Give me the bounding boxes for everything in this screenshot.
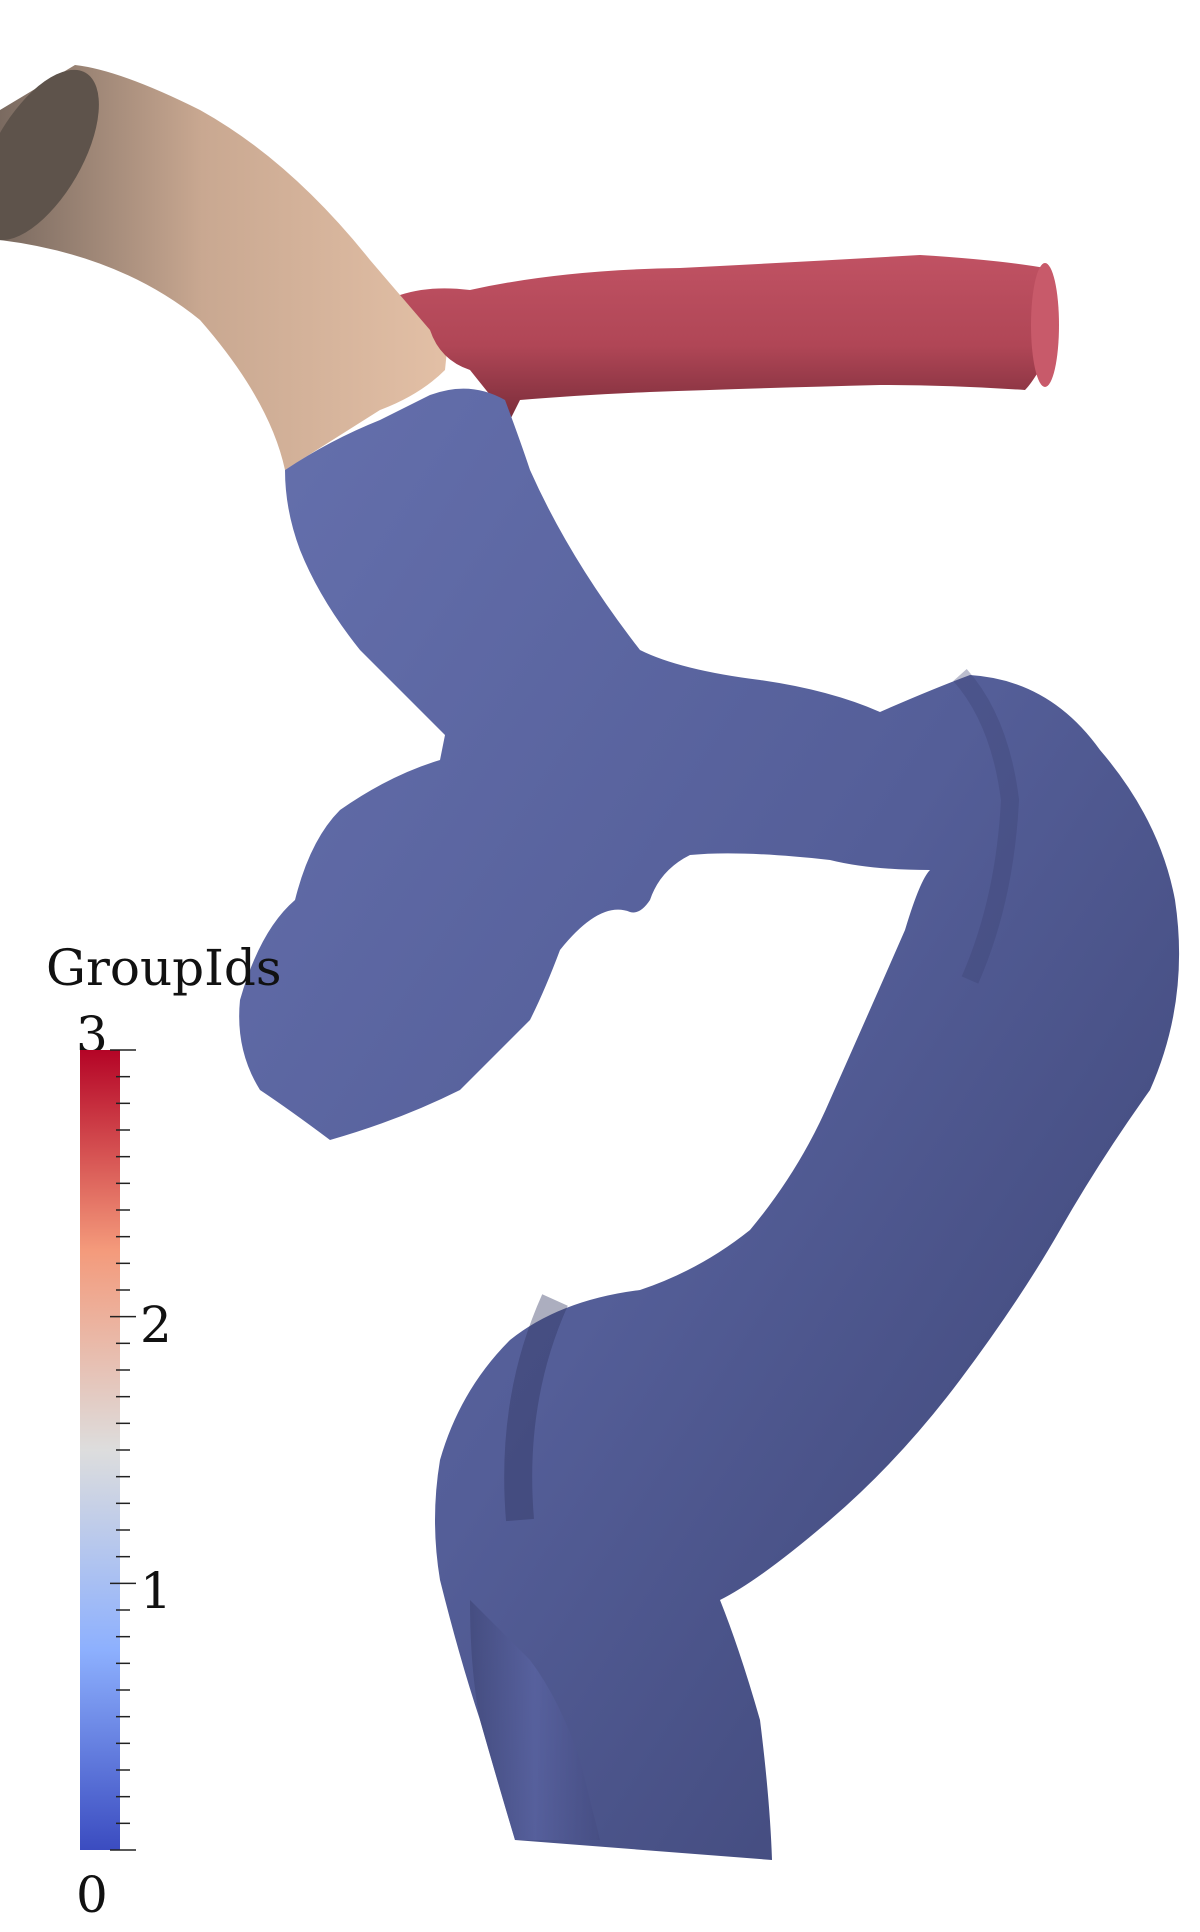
inlet-vessel-segment: [0, 65, 450, 470]
side-branch-segment: [400, 255, 1059, 420]
main-vessel-segment: [239, 388, 1180, 1861]
